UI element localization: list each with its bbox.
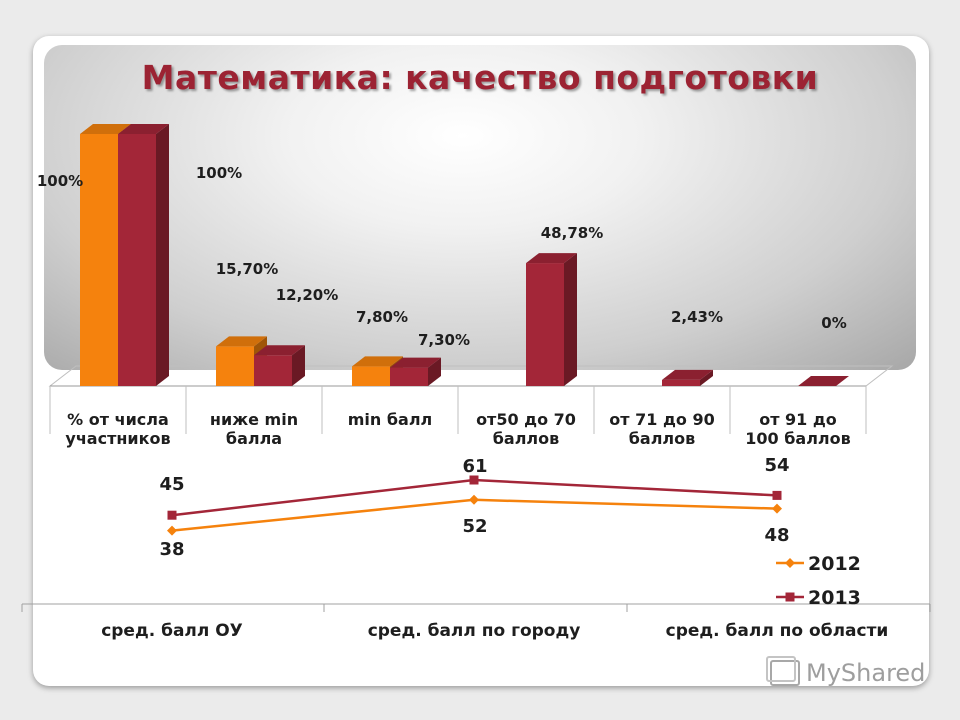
legend-marker	[785, 592, 795, 602]
bar-data-label: 7,30%	[418, 331, 470, 349]
watermark: MyShared	[766, 656, 926, 689]
bar-front	[662, 379, 700, 386]
logo-icon	[766, 656, 800, 686]
bar-front	[526, 263, 564, 386]
point-data-label: 48	[764, 525, 789, 546]
bar-data-label: 15,70%	[216, 260, 278, 278]
bar-top	[216, 336, 267, 347]
bar-side	[156, 124, 169, 386]
point-marker	[772, 490, 782, 500]
legend-label: 2012	[808, 553, 861, 575]
point-data-label: 52	[462, 516, 487, 537]
bar-top	[80, 124, 131, 134]
bar-front	[216, 346, 254, 386]
bar-front	[352, 366, 390, 386]
bar-top	[798, 376, 849, 386]
line-category-label: сред. балл по области	[666, 621, 889, 641]
bar-side	[700, 369, 713, 386]
point-marker	[469, 475, 479, 485]
line-category-label: сред. балл ОУ	[101, 621, 243, 641]
bar-data-label: 100%	[37, 172, 83, 190]
bar-top	[118, 124, 169, 134]
point-marker	[167, 525, 177, 536]
bar-top	[526, 253, 577, 264]
line-chart: 38 52 48 45 61 54 сред. балл ОУ сред. балл по г…	[21, 455, 931, 641]
legend-label: 2013	[808, 587, 861, 609]
bar-top	[254, 345, 305, 356]
legend-marker	[785, 558, 795, 568]
point-data-label: 38	[159, 539, 184, 560]
bar-category-label: от 91 до 100 баллов	[745, 410, 851, 448]
bar-category-label: от50 до 70 баллов	[476, 410, 576, 448]
chart-floor	[48, 365, 894, 387]
bar-front	[118, 134, 156, 386]
bar-side	[292, 345, 305, 386]
bar-chart: 100% 15,70% 7,80% 100% 12,20% 7,30% 48,78% 2,43…	[37, 124, 894, 448]
bar-data-label: 2,43%	[671, 308, 723, 326]
bar-front	[390, 367, 428, 386]
bar-top	[390, 357, 441, 368]
watermark-text: MyShared	[806, 659, 926, 687]
bar-category-label: % от числа участников	[65, 410, 170, 448]
bar-category-label: ниже min балла	[210, 410, 298, 448]
bar-category-label: min балл	[348, 410, 433, 429]
bar-data-label: 100%	[196, 164, 242, 182]
bar-top	[662, 369, 713, 380]
point-marker	[167, 510, 177, 520]
bar-category-label: от 71 до 90 баллов	[609, 410, 714, 448]
bar-top	[352, 356, 403, 367]
point-data-label: 61	[462, 456, 487, 477]
point-marker	[469, 494, 479, 505]
point-data-label: 45	[159, 474, 184, 495]
page-title: Математика: качество подготовки	[141, 58, 819, 97]
bar-data-label: 12,20%	[276, 286, 338, 304]
title-panel	[44, 45, 916, 370]
bar-front	[254, 355, 292, 386]
bar-data-label: 0%	[821, 314, 846, 332]
bar-front	[80, 134, 118, 386]
bar-data-label: 48,78%	[541, 224, 603, 242]
point-data-label: 54	[764, 455, 789, 476]
point-marker	[772, 503, 782, 514]
bar-side	[428, 357, 441, 386]
bar-side	[564, 253, 577, 386]
bar-data-label: 7,80%	[356, 308, 408, 326]
line-category-label: сред. балл по городу	[368, 621, 581, 641]
